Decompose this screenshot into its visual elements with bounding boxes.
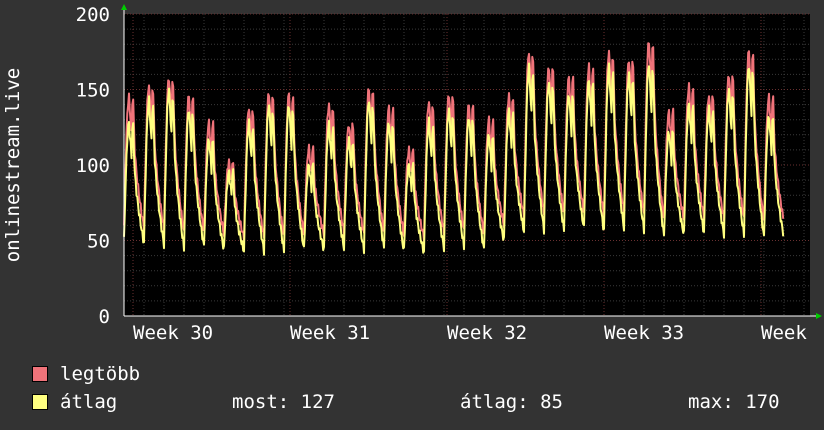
x-tick-label: Week 33 xyxy=(604,322,684,344)
y-tick-label: 150 xyxy=(76,80,110,102)
stat-now: most: 127 xyxy=(232,391,335,413)
x-tick-label: Week 31 xyxy=(290,322,370,344)
stat-avg: átlag: 85 xyxy=(460,391,563,413)
legend-swatch-max xyxy=(32,366,48,382)
y-tick-label: 50 xyxy=(87,231,110,253)
y-axis-arrow xyxy=(121,4,127,10)
stat-max: max: 170 xyxy=(688,391,780,413)
x-axis-arrow xyxy=(816,313,822,319)
x-tick-label: Week xyxy=(761,322,807,344)
series-line-avg xyxy=(123,62,785,256)
y-tick-label: 200 xyxy=(76,4,110,26)
x-tick-label: Week 30 xyxy=(133,322,213,344)
legend-label-max: legtöbb xyxy=(60,363,141,385)
y-tick-label: 100 xyxy=(76,155,110,177)
chart: 0 50 100 150 200 Week 30 Week 31 Week 32 Week 33… xyxy=(2,4,822,344)
legend-swatch-avg xyxy=(32,394,48,410)
y-axis-label: onlinestream.live xyxy=(2,68,24,262)
legend-label-avg: átlag xyxy=(60,391,118,413)
y-tick-label: 0 xyxy=(99,306,110,328)
x-tick-label: Week 32 xyxy=(447,322,527,344)
